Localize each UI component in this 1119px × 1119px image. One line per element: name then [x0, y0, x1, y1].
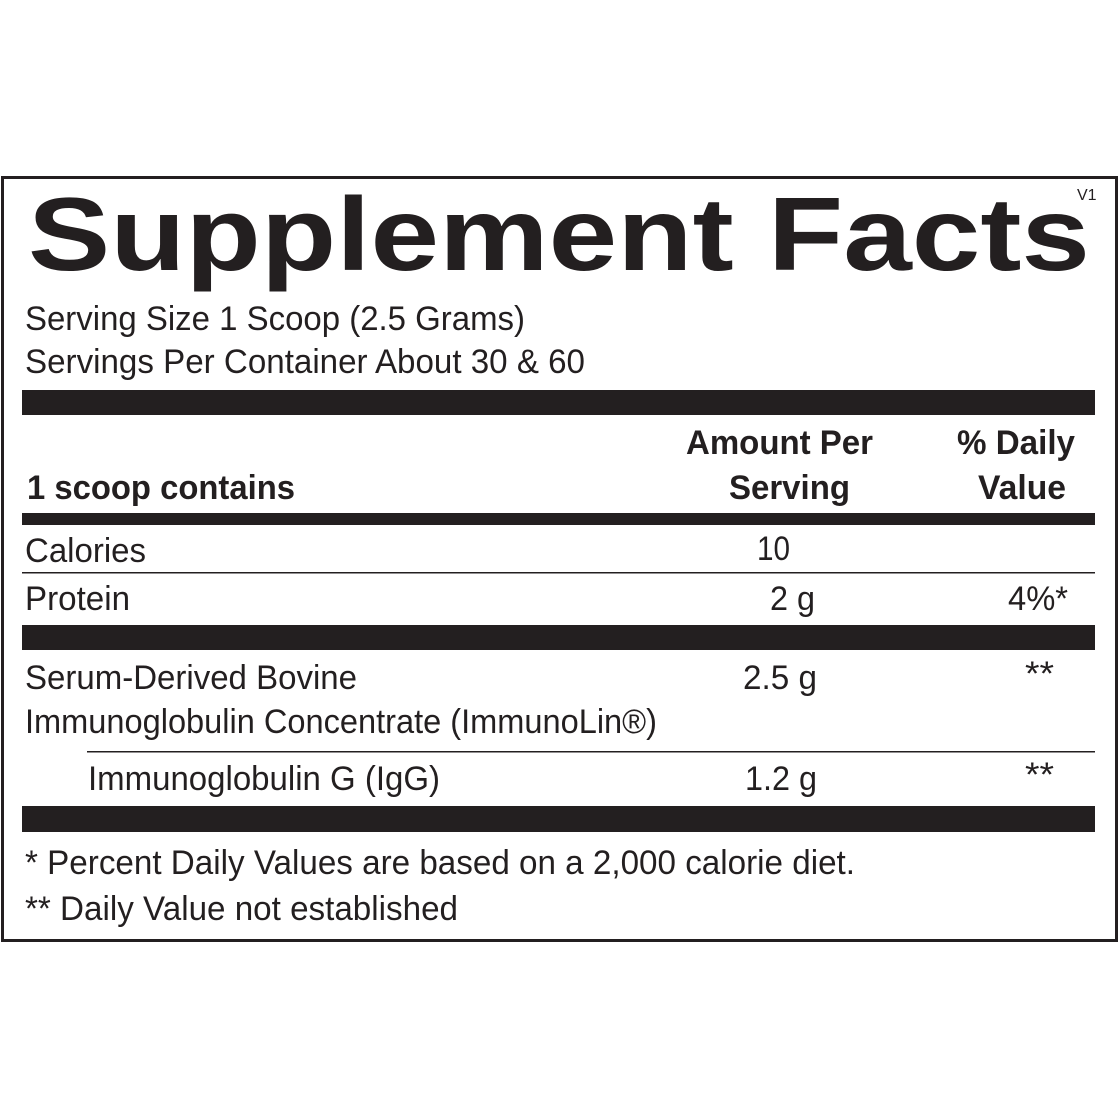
- row-amount: 2.5 g: [743, 659, 817, 697]
- serving-size: Serving Size 1 Scoop (2.5 Grams): [25, 300, 525, 338]
- header-label: 1 scoop contains: [27, 469, 295, 507]
- title: Supplement Facts: [28, 177, 1090, 293]
- row-amount: 2 g: [770, 580, 815, 618]
- row-name: Serum-Derived Bovine: [25, 659, 357, 697]
- header-amount: Serving: [729, 469, 850, 507]
- row-name: Immunoglobulin G (IgG): [88, 760, 440, 798]
- row-amount: 1.2 g: [745, 760, 817, 798]
- thick-rule: [22, 806, 1095, 832]
- thin-rule: [87, 751, 1095, 753]
- header-amount: Amount Per: [686, 424, 873, 462]
- servings-per-container: Servings Per Container About 30 & 60: [25, 343, 585, 381]
- header-daily-value: Value: [978, 469, 1066, 507]
- version: V1: [1077, 187, 1097, 204]
- thick-rule: [22, 513, 1095, 525]
- thick-rule: [22, 625, 1095, 650]
- footnote: ** Daily Value not established: [25, 890, 458, 928]
- thick-rule: [22, 390, 1095, 415]
- row-name: Protein: [25, 580, 130, 618]
- row-name: Calories: [25, 532, 146, 570]
- header-daily-value: % Daily: [957, 424, 1075, 462]
- row-daily-value: 4%*: [1008, 580, 1068, 618]
- footnote: * Percent Daily Values are based on a 2,…: [25, 844, 855, 882]
- row-daily-value: **: [1025, 756, 1054, 794]
- row-name: Immunoglobulin Concentrate (ImmunoLin®): [25, 703, 657, 741]
- row-amount: 10: [757, 530, 790, 568]
- label-border: [1, 176, 1118, 942]
- row-daily-value: **: [1025, 655, 1054, 693]
- thin-rule: [22, 572, 1095, 574]
